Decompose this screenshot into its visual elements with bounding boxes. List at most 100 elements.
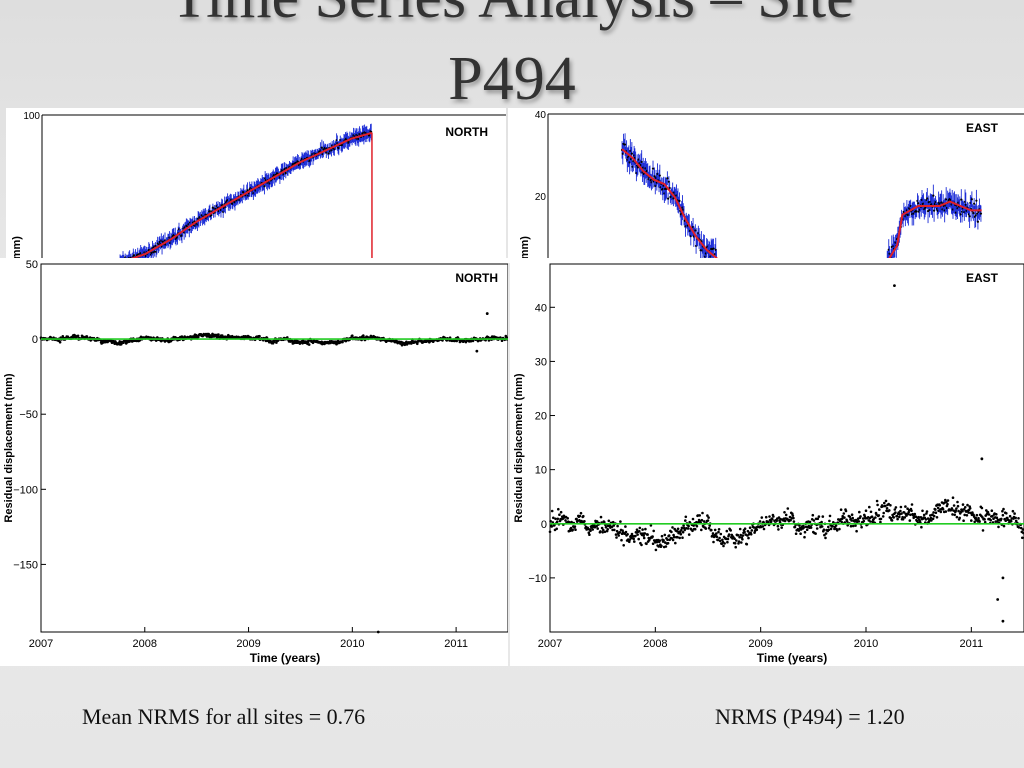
model-fit-line [885,200,982,263]
residual-point [769,520,773,523]
residual-point [1001,513,1005,517]
residual-point [828,519,831,523]
residual-point [611,520,615,524]
north-residual-ticks: 50 0 −50 −100 −150 2007 2008 2009 2010 2011 [13,259,468,650]
residual-point [695,520,698,524]
residual-point [758,520,762,523]
residual-point [634,534,637,538]
residual-point [684,515,688,519]
residual-point [917,515,920,519]
data-point [666,177,669,180]
east-residual-label: EAST [966,271,999,285]
residual-point [1017,526,1021,529]
residual-point [888,509,891,512]
residual-point [613,528,616,532]
residual-point [882,511,885,515]
residual-point [738,535,741,539]
residual-point [775,519,778,523]
residual-point [805,528,809,531]
east-residual-xlabel: Time (years) [757,651,827,665]
residual-point [823,533,826,537]
y-tick-label: 10 [535,465,547,477]
residual-point [727,533,731,536]
residual-point [666,538,669,541]
residual-point [670,530,673,534]
residual-point [844,509,848,513]
residual-point [925,510,929,513]
residual-point [678,536,681,540]
residual-point [630,536,633,540]
residual-point [595,520,599,523]
residual-point [920,525,923,529]
residual-point [968,507,972,510]
residual-point [843,516,846,519]
residual-point [904,505,907,508]
outlier-point [1001,619,1005,623]
residual-point [718,539,722,543]
x-tick-label: 2008 [133,638,157,650]
residual-point [599,515,603,519]
data-point [959,213,962,216]
residual-point [618,531,622,534]
north-displacement-chart: (mm) 100 NORTH [6,108,506,263]
residual-point [989,518,992,522]
residual-point [812,519,816,522]
model-fit-line [118,131,373,263]
residual-point [410,342,413,345]
data-point [968,215,971,218]
residual-point [870,515,874,518]
residual-point [894,511,897,514]
residual-point [604,525,608,529]
residual-point [973,520,976,524]
residual-point [636,533,639,536]
residual-point [906,507,909,510]
data-point [640,160,643,164]
residual-point [760,516,764,519]
residual-point [822,528,826,531]
residual-point [583,520,586,523]
residual-point [719,532,723,536]
residual-point [963,506,967,509]
data-point [694,229,697,232]
residual-point [1000,517,1003,521]
residual-point [877,514,881,517]
residual-point [990,509,994,512]
residual-point [739,533,742,537]
residual-point [564,519,567,522]
residual-point [707,526,711,530]
outlier-point [893,284,896,288]
residual-point [671,538,675,542]
residual-point [1013,512,1016,515]
data-point [246,189,249,192]
data-point [327,152,330,155]
east-residual-plot-frame [549,263,1024,633]
residual-point [899,505,903,509]
east-residual-ylabel: Residual displacement (mm) [513,373,525,522]
residual-point [997,525,1000,529]
residual-point [1004,519,1007,522]
residual-point [957,509,960,513]
residual-point [951,513,954,516]
residual-point [691,529,694,533]
residual-point [934,511,938,514]
residual-point [680,528,683,532]
residual-point [624,530,628,534]
residual-point [587,531,591,534]
x-tick-label: 2007 [538,638,562,650]
residual-point [797,529,801,532]
residual-point [910,503,914,506]
residual-point [588,533,591,536]
residual-point [814,532,817,535]
data-point [651,167,655,170]
data-point [263,185,266,188]
residual-point [849,524,853,528]
residual-point [851,524,855,528]
residual-point [857,520,861,523]
residual-point [859,515,862,518]
residual-point [883,501,886,505]
residual-point [815,527,819,530]
residual-point [910,509,913,512]
data-point [973,202,976,205]
residual-point [725,529,729,533]
residual-point [850,513,854,516]
